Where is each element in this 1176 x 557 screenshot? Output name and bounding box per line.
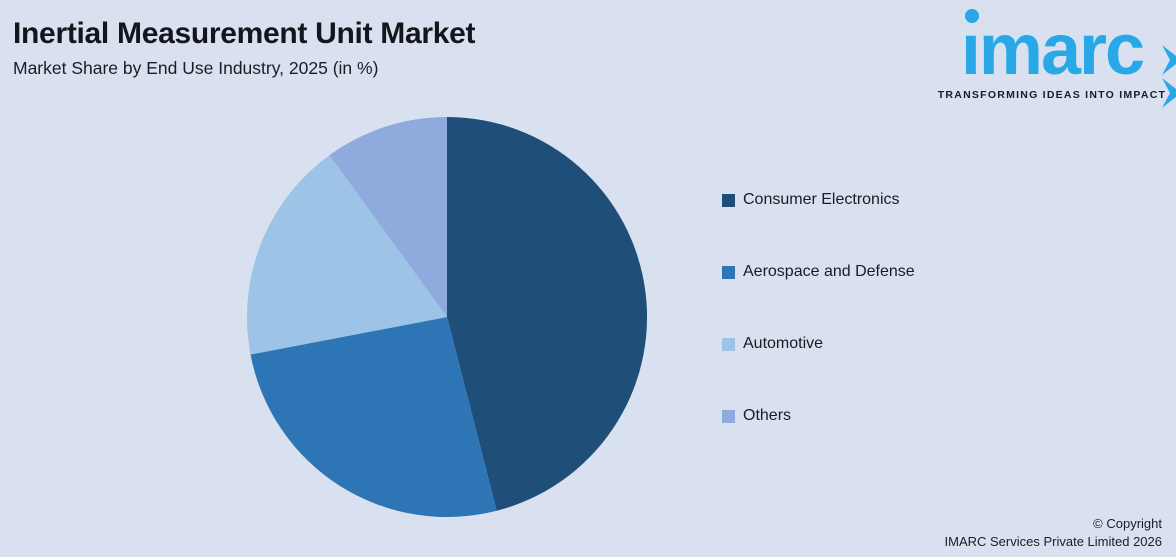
legend-item-aerospace-and-defense: Aerospace and Defense bbox=[722, 258, 915, 286]
copyright-line2: IMARC Services Private Limited 2026 bbox=[944, 534, 1162, 549]
pie-slice-consumer-electronics bbox=[447, 117, 647, 511]
imarc-wordmark: ımarc bbox=[961, 9, 1145, 86]
page-title: Inertial Measurement Unit Market bbox=[13, 17, 476, 50]
pie-slice-automotive bbox=[247, 155, 447, 355]
legend-item-others: Others bbox=[722, 402, 915, 430]
legend-label: Aerospace and Defense bbox=[743, 263, 915, 280]
pie-slice-aerospace-and-defense bbox=[250, 317, 497, 517]
legend-label: Automotive bbox=[743, 335, 824, 352]
logo-dot-icon bbox=[964, 9, 979, 23]
pie-chart bbox=[247, 117, 647, 517]
legend-marker-icon bbox=[722, 409, 735, 423]
legend-marker-icon bbox=[722, 193, 735, 207]
imarc-logo: ımarc TRANSFORMING IDEAS INTO IMPACT bbox=[936, 8, 1168, 101]
pie-slice-others bbox=[329, 117, 447, 317]
legend-label: Consumer Electronics bbox=[743, 191, 900, 208]
legend-marker-icon bbox=[722, 337, 735, 351]
chart-header: Inertial Measurement Unit Market Market … bbox=[13, 16, 476, 79]
chart-subtitle: Market Share by End Use Industry, 2025 (… bbox=[13, 58, 379, 78]
pie-chart-container bbox=[247, 117, 647, 517]
legend-marker-icon bbox=[722, 265, 735, 279]
copyright-notice: © Copyright IMARC Services Private Limit… bbox=[945, 515, 1162, 551]
legend-item-consumer-electronics: Consumer Electronics bbox=[722, 186, 915, 214]
legend-label: Others bbox=[743, 407, 792, 424]
legend-item-automotive: Automotive bbox=[722, 330, 915, 358]
wordmark-text: ımarc bbox=[960, 10, 1145, 90]
copyright-line1: © Copyright bbox=[1093, 516, 1162, 531]
logo-tagline: TRANSFORMING IDEAS INTO IMPACT bbox=[937, 89, 1167, 101]
chart-legend: Consumer Electronics Aerospace and Defens… bbox=[722, 186, 915, 474]
